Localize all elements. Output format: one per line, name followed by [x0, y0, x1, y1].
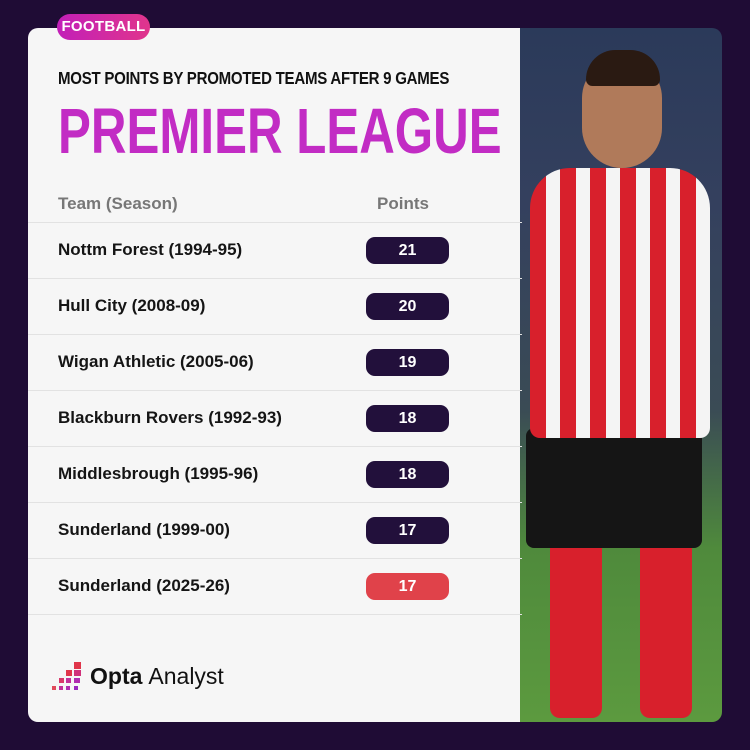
category-tag: FOOTBALL — [57, 14, 150, 40]
team-name: Blackburn Rovers (1992-93) — [58, 408, 282, 427]
team-name: Sunderland (2025-26) — [58, 576, 230, 595]
table-row: Middlesbrough (1995-96) 18 — [28, 446, 522, 502]
player-hair — [586, 50, 660, 86]
table-row: Blackburn Rovers (1992-93) 18 — [28, 390, 522, 446]
points-badge: 20 — [366, 293, 449, 320]
player-shorts — [526, 428, 702, 548]
points-badge: 17 — [366, 573, 449, 600]
table-row: Sunderland (2025-26) 17 — [28, 558, 522, 614]
subtitle: MOST POINTS BY PROMOTED TEAMS AFTER 9 GA… — [58, 68, 450, 88]
player-photo — [520, 28, 722, 722]
points-badge: 18 — [366, 405, 449, 432]
points-badge: 17 — [366, 517, 449, 544]
table-row: Nottm Forest (1994-95) 21 — [28, 222, 522, 278]
opta-logo-icon — [52, 662, 81, 690]
team-name: Middlesbrough (1995-96) — [58, 464, 259, 483]
team-name: Hull City (2008-09) — [58, 296, 206, 315]
table-row: Sunderland (1999-00) 17 — [28, 502, 522, 558]
points-badge: 19 — [366, 349, 449, 376]
table-row: Hull City (2008-09) 20 — [28, 278, 522, 334]
row-divider — [28, 614, 522, 615]
team-name: Sunderland (1999-00) — [58, 520, 230, 539]
page-title: PREMIER LEAGUE — [58, 95, 502, 167]
team-name: Nottm Forest (1994-95) — [58, 240, 243, 259]
points-badge: 21 — [366, 237, 449, 264]
team-name: Wigan Athletic (2005-06) — [58, 352, 254, 371]
player-leg — [550, 538, 602, 718]
player-leg — [640, 538, 692, 718]
column-header-points: Points — [377, 194, 429, 213]
opta-analyst-logo: Opta Analyst — [50, 660, 224, 692]
player-shirt — [530, 168, 710, 438]
logo-text-bold: Opta — [90, 662, 143, 689]
points-badge: 18 — [366, 461, 449, 488]
logo-text-light: Analyst — [148, 662, 224, 689]
column-header-team: Team (Season) — [58, 194, 178, 213]
table-row: Wigan Athletic (2005-06) 19 — [28, 334, 522, 390]
